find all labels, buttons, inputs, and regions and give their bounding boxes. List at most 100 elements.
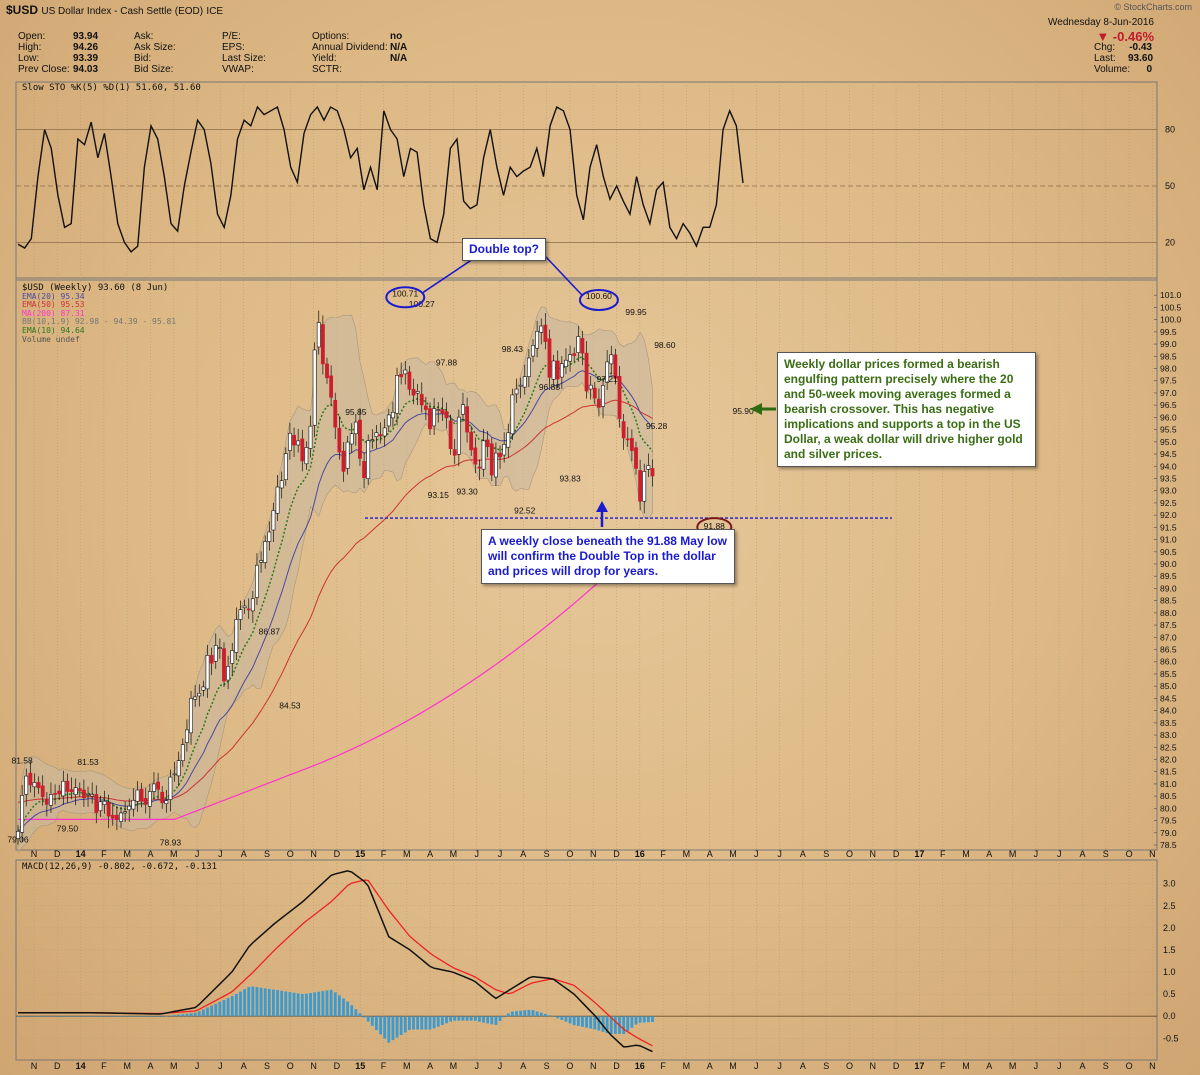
macd-tick-label: 2.5 xyxy=(1163,901,1176,911)
candle-body xyxy=(568,354,572,362)
candle-body xyxy=(374,432,379,437)
candle-body xyxy=(40,785,45,797)
macd-histogram-bar xyxy=(638,1016,642,1023)
price-tick-label: 82.0 xyxy=(1160,754,1177,764)
x-axis-label: F xyxy=(940,1061,946,1071)
candle-body xyxy=(469,431,474,451)
candle-body xyxy=(226,666,231,681)
macd-histogram-bar xyxy=(321,991,325,1017)
candle-body xyxy=(238,609,243,620)
price-tick-label: 100.0 xyxy=(1160,315,1182,325)
macd-histogram-bar xyxy=(416,1016,420,1030)
bollinger-band xyxy=(17,306,653,854)
price-label-layer: 81.58 79.06 79.50 81.53 78.93 86.87 84.53 95.85… xyxy=(7,288,754,847)
candle-body xyxy=(386,414,391,427)
candle-body xyxy=(518,384,523,387)
macd-histogram-bar xyxy=(296,993,300,1017)
legend-item: BB(10,1.9) 92.98 - 94.39 - 95.81 xyxy=(22,317,177,327)
macd-histogram-bar xyxy=(449,1016,452,1022)
stat-label: Last Size: xyxy=(222,53,266,64)
price-tick-label: 86.0 xyxy=(1160,657,1177,667)
stat-value: 94.03 xyxy=(73,64,99,75)
double-top-callout: Double top? xyxy=(462,238,546,261)
x-axis-label: N xyxy=(1149,849,1156,859)
x-axis-label: M xyxy=(123,849,131,859)
candle-body xyxy=(477,466,482,469)
candle-body xyxy=(123,811,128,814)
macd-histogram-bar xyxy=(66,1016,69,1017)
candle-body xyxy=(440,409,445,414)
price-label: 93.83 xyxy=(559,473,581,483)
legend-item: $USD (Weekly) 93.60 (8 Jun) xyxy=(22,283,169,293)
macd-histogram-bar xyxy=(556,1016,560,1019)
candle-body xyxy=(61,780,66,797)
price-label: 79.06 xyxy=(7,834,29,844)
x-axis-label: M xyxy=(403,1061,411,1071)
candle-body xyxy=(597,398,601,408)
macd-histogram-bar xyxy=(115,1016,119,1017)
price-label: 100.60 xyxy=(586,291,612,301)
macd-histogram-bar xyxy=(490,1016,494,1025)
price-label: 97.88 xyxy=(436,357,458,367)
candle-body xyxy=(333,399,338,428)
candle-body xyxy=(168,776,173,800)
x-axis-label: J xyxy=(754,1061,759,1071)
macd-histogram-bar xyxy=(457,1016,461,1021)
candle-body xyxy=(69,789,74,793)
watermark: © StockCharts.com xyxy=(1114,2,1192,12)
stat-value: 93.39 xyxy=(73,53,99,64)
price-label: 95.28 xyxy=(646,421,668,431)
macd-histogram-bar xyxy=(354,1009,358,1017)
candle-body xyxy=(465,406,469,433)
macd-histogram-bar xyxy=(461,1016,465,1021)
candle-body xyxy=(77,788,82,792)
x-axis-label: S xyxy=(264,1061,270,1071)
stat-value: -0.43 xyxy=(1129,42,1152,53)
macd-histogram-bar xyxy=(543,1013,547,1017)
x-axis-label: J xyxy=(1034,1061,1039,1071)
x-axis-label: M xyxy=(962,1061,970,1071)
candle-body xyxy=(320,324,325,365)
macd-histogram-bar xyxy=(642,1016,646,1023)
double-top-connector xyxy=(422,256,477,293)
stat-value: N/A xyxy=(390,42,408,53)
macd-layer xyxy=(16,870,654,1053)
macd-histogram-bar xyxy=(333,992,337,1017)
macd-histogram-bar xyxy=(292,992,296,1017)
price-tick-label: 100.5 xyxy=(1160,302,1182,312)
x-axis-label: O xyxy=(846,849,853,859)
price-tick-label: 83.5 xyxy=(1160,718,1177,728)
candle-body xyxy=(189,698,193,734)
macd-histogram-bar xyxy=(305,993,308,1017)
x-axis-label: M xyxy=(450,849,458,859)
x-axis-label: A xyxy=(707,849,713,859)
macd-histogram-bar xyxy=(16,1016,20,1017)
candle-body xyxy=(358,419,362,459)
moving-average-layer xyxy=(17,356,654,832)
macd-histogram-bar xyxy=(37,1016,40,1017)
macd-histogram-bar xyxy=(255,987,259,1017)
price-label: 84.53 xyxy=(279,701,301,711)
stat-label: Prev Close: xyxy=(18,64,70,75)
macd-histogram-bar xyxy=(614,1016,617,1034)
price-label: 98.60 xyxy=(654,340,676,350)
x-axis-label: A xyxy=(1079,849,1085,859)
candle-body xyxy=(646,465,651,470)
candle-body xyxy=(119,812,123,822)
macd-histogram-bar xyxy=(609,1016,613,1034)
macd-histogram-bar xyxy=(206,1007,209,1017)
macd-histogram-bar xyxy=(276,990,279,1017)
price-tick-label: 94.5 xyxy=(1160,449,1177,459)
candle-body xyxy=(234,619,239,653)
macd-histogram-bar xyxy=(144,1016,148,1017)
x-axis-label: N xyxy=(31,849,38,859)
exchange: ICE xyxy=(206,6,224,17)
x-axis-label: 17 xyxy=(914,849,924,859)
macd-histogram-bar xyxy=(597,1016,601,1031)
price-tick-label: 78.5 xyxy=(1160,840,1177,850)
macd-histogram-bar xyxy=(210,1005,214,1017)
engulfing-arrowhead xyxy=(750,403,762,415)
macd-histogram-bar xyxy=(502,1016,506,1018)
candle-body xyxy=(576,336,581,353)
stat-value: 94.26 xyxy=(73,42,99,53)
